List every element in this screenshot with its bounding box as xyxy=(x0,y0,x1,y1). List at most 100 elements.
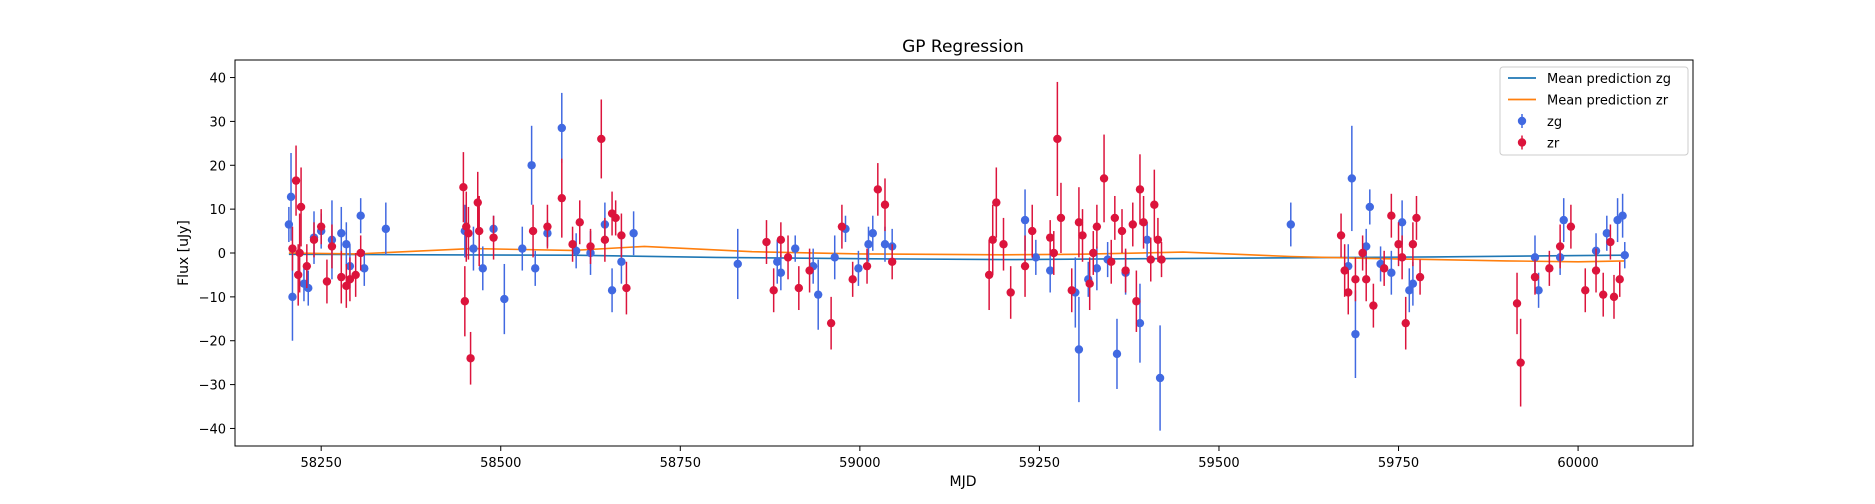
data-point-zg xyxy=(500,294,509,304)
data-point-zg xyxy=(1142,235,1152,245)
data-point-zr xyxy=(1401,318,1410,328)
data-point-zr xyxy=(1394,240,1403,249)
legend: Mean prediction zg Mean prediction zr zg zr xyxy=(1499,66,1689,156)
data-point-zr xyxy=(611,213,620,223)
x-tick-label: 59500 xyxy=(1198,456,1239,471)
data-point-zg xyxy=(1074,345,1084,354)
data-point-zg xyxy=(776,268,786,277)
chart-title: GP Regression xyxy=(902,37,1024,57)
data-point-zr xyxy=(999,240,1008,249)
data-point-zr xyxy=(1545,264,1554,273)
data-point-zr xyxy=(1412,213,1421,223)
data-point-zr xyxy=(1336,231,1346,240)
data-point-zg xyxy=(288,292,297,302)
data-point-zr xyxy=(1132,297,1141,306)
data-point-zg xyxy=(1092,264,1102,273)
data-point-zg xyxy=(607,286,617,295)
y-tick-label: −20 xyxy=(199,335,226,350)
data-point-zr xyxy=(460,297,470,306)
data-point-zr xyxy=(586,242,595,251)
data-point-zg xyxy=(1530,253,1540,262)
data-point-zr xyxy=(988,235,997,245)
y-tick-label: 40 xyxy=(209,72,226,87)
data-point-zg xyxy=(1618,211,1627,220)
data-point-zr xyxy=(288,244,297,253)
data-point-zg xyxy=(356,211,365,220)
data-point-zr xyxy=(1599,290,1608,299)
data-point-zr xyxy=(1150,200,1159,209)
data-point-zg xyxy=(1135,318,1145,328)
data-point-zg xyxy=(864,240,873,249)
x-tick-label: 58500 xyxy=(480,456,521,471)
data-point-zr xyxy=(617,231,626,240)
data-point-zr xyxy=(1512,299,1522,308)
data-point-zg xyxy=(342,240,351,249)
data-point-zr xyxy=(1078,231,1087,240)
data-point-zr xyxy=(291,176,301,185)
data-point-zr xyxy=(880,200,890,209)
x-axis-label: MJD xyxy=(950,474,977,490)
data-point-zr xyxy=(762,237,771,247)
data-point-zr xyxy=(337,272,346,282)
data-point-zr xyxy=(575,218,584,227)
data-point-zr xyxy=(528,226,538,236)
data-point-zr xyxy=(316,222,326,231)
data-point-zg xyxy=(518,244,527,253)
data-point-zr xyxy=(597,134,606,144)
data-point-zg xyxy=(1031,253,1041,262)
data-point-zr xyxy=(1146,255,1155,264)
data-point-zr xyxy=(862,261,872,271)
data-point-zg xyxy=(1620,250,1629,260)
x-tick-label: 59000 xyxy=(839,456,880,471)
data-point-zr xyxy=(1121,266,1130,275)
data-point-zg xyxy=(773,257,782,266)
data-point-zr xyxy=(464,229,473,238)
data-point-zr xyxy=(345,275,355,284)
data-point-zg xyxy=(791,244,800,253)
data-point-zr xyxy=(1099,174,1109,183)
data-point-zr xyxy=(1606,237,1615,247)
data-point-zr xyxy=(1139,218,1148,227)
data-point-zr xyxy=(295,248,304,258)
data-point-zg xyxy=(304,283,313,293)
data-point-zr xyxy=(1067,286,1076,295)
data-point-zr xyxy=(1085,279,1094,288)
data-point-zr xyxy=(1609,292,1619,302)
data-point-zg xyxy=(1351,329,1360,339)
x-tick-label: 59250 xyxy=(1019,456,1060,471)
legend-marker-swatch xyxy=(1517,138,1527,147)
data-point-zr xyxy=(622,283,631,293)
data-point-zg xyxy=(1397,218,1407,227)
data-point-zr xyxy=(322,277,332,286)
data-point-zr xyxy=(1107,257,1116,266)
y-tick-label: −10 xyxy=(199,291,226,306)
data-point-zr xyxy=(1358,248,1367,258)
data-point-zg xyxy=(478,264,487,273)
data-point-zr xyxy=(294,270,303,280)
data-point-zg xyxy=(880,240,890,249)
data-point-zr xyxy=(783,253,793,262)
data-point-zg xyxy=(1408,279,1418,288)
data-point-zg xyxy=(1286,220,1295,229)
data-point-zr xyxy=(459,183,468,192)
data-point-zg xyxy=(629,229,638,238)
data-point-zr xyxy=(1092,222,1102,231)
y-tick-label: 20 xyxy=(209,159,226,174)
legend-frame xyxy=(1499,66,1689,156)
data-point-zr xyxy=(1408,240,1418,249)
data-point-zr xyxy=(992,198,1001,207)
legend-label: zr xyxy=(1547,137,1560,152)
x-tick-label: 60000 xyxy=(1557,456,1598,471)
data-point-zr xyxy=(1344,288,1353,297)
axes-frame xyxy=(234,59,1694,447)
data-point-zg xyxy=(381,224,391,234)
data-point-zg xyxy=(531,264,540,273)
data-point-zr xyxy=(837,222,847,231)
data-point-zr xyxy=(1110,213,1120,223)
data-point-zr xyxy=(466,354,475,363)
x-tick-label: 58750 xyxy=(660,456,701,471)
data-point-zr xyxy=(1045,233,1055,242)
data-point-zg xyxy=(1559,215,1568,225)
